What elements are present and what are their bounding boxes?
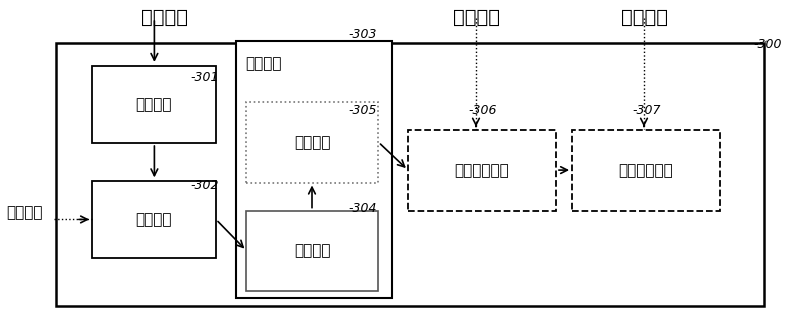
Text: 计算模块: 计算模块 — [136, 212, 172, 227]
Bar — [236, 41, 392, 298]
Text: 功率控制模块: 功率控制模块 — [618, 163, 674, 178]
Text: 选择模块: 选择模块 — [246, 56, 282, 71]
Text: 用户数据: 用户数据 — [6, 205, 43, 220]
Text: 功率控制: 功率控制 — [621, 8, 667, 27]
Text: -302: -302 — [190, 179, 219, 192]
Bar — [92, 181, 216, 258]
Text: -300: -300 — [754, 38, 782, 51]
Text: 接入控制模块: 接入控制模块 — [454, 163, 510, 178]
Text: 均值模块: 均值模块 — [294, 243, 330, 258]
Bar — [56, 43, 764, 306]
Text: -305: -305 — [348, 104, 377, 117]
Text: 构造模块: 构造模块 — [136, 97, 172, 112]
Bar — [572, 130, 720, 211]
Bar — [408, 130, 556, 211]
Bar — [246, 102, 378, 183]
Text: -303: -303 — [348, 28, 377, 41]
Text: -307: -307 — [632, 104, 661, 117]
Text: 接入控制: 接入控制 — [453, 8, 499, 27]
Bar — [246, 211, 378, 291]
Text: 选取模块: 选取模块 — [294, 135, 330, 150]
Bar — [92, 66, 216, 143]
Text: 业务类型: 业务类型 — [141, 8, 187, 27]
Text: -306: -306 — [468, 104, 497, 117]
Text: -304: -304 — [348, 202, 377, 215]
Text: -301: -301 — [190, 71, 219, 84]
